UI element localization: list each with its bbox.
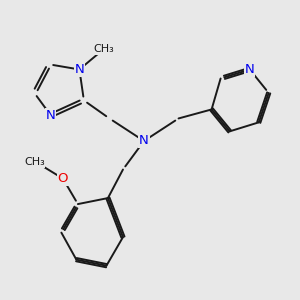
Text: CH₃: CH₃ — [24, 157, 45, 167]
Text: O: O — [58, 172, 68, 185]
Text: CH₃: CH₃ — [93, 44, 114, 54]
Text: N: N — [139, 134, 149, 148]
Text: N: N — [245, 63, 255, 76]
Text: N: N — [46, 109, 56, 122]
Text: N: N — [74, 63, 84, 76]
